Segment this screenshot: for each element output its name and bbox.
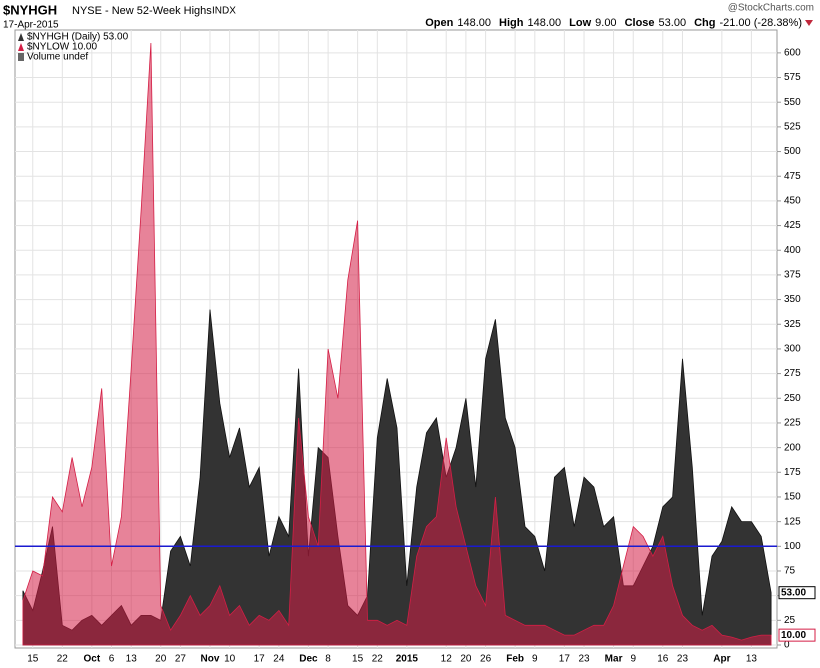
x-tick-label: 17 xyxy=(559,654,571,665)
y-tick-label: 225 xyxy=(784,418,801,429)
y-tick-label: 375 xyxy=(784,270,801,281)
down-arrow xyxy=(805,20,813,26)
x-tick-label: 9 xyxy=(630,654,636,665)
quote-label: Open xyxy=(425,17,453,29)
x-tick-label: Feb xyxy=(506,654,524,665)
x-tick-label: 2015 xyxy=(396,654,419,665)
legend-swatch xyxy=(18,43,24,51)
index-name: NYSE - New 52-Week Highs xyxy=(72,5,212,17)
y-tick-label: 325 xyxy=(784,319,801,330)
y-tick-label: 300 xyxy=(784,344,801,355)
x-tick-label: 23 xyxy=(677,654,689,665)
x-tick-label: 13 xyxy=(126,654,138,665)
plot-frame xyxy=(14,29,778,649)
exchange: INDX xyxy=(212,6,236,17)
last-value-box xyxy=(778,628,816,642)
y-tick-label: 200 xyxy=(784,442,801,453)
legend-label: $NYLOW 10.00 xyxy=(27,42,97,53)
y-tick-label: 25 xyxy=(784,615,796,626)
x-tick-label: 6 xyxy=(109,654,115,665)
x-tick-label: Mar xyxy=(605,654,623,665)
y-tick-label: 475 xyxy=(784,171,801,182)
x-tick-label: Dec xyxy=(299,654,318,665)
quote-value: -21.00 (-28.38%) xyxy=(719,17,802,29)
y-tick-label: 450 xyxy=(784,196,801,207)
area-series xyxy=(22,42,772,646)
y-tick-label: 175 xyxy=(784,467,801,478)
y-tick-label: 275 xyxy=(784,368,801,379)
y-tick-label: 0 xyxy=(784,640,790,651)
x-tick-label: 13 xyxy=(746,654,758,665)
y-tick-label: 550 xyxy=(784,97,801,108)
x-tick-label: Apr xyxy=(713,654,730,665)
source: @StockCharts.com xyxy=(728,3,814,14)
x-tick-label: 20 xyxy=(460,654,472,665)
symbol: $NYHGH xyxy=(3,2,57,17)
y-tick-label: 250 xyxy=(784,393,801,404)
x-tick-label: 22 xyxy=(372,654,384,665)
y-tick-label: 425 xyxy=(784,220,801,231)
y-tick-label: 150 xyxy=(784,492,801,503)
y-tick-label: 350 xyxy=(784,294,801,305)
quote-label: Chg xyxy=(694,17,715,29)
quote-line: Open 148.00 High 148.00 Low 9.00 Close 53.00 Chg… xyxy=(425,17,802,29)
quote-value: 9.00 xyxy=(595,17,616,29)
y-tick-label: 400 xyxy=(784,245,801,256)
legend-swatch xyxy=(18,33,24,41)
legend-swatch xyxy=(18,53,24,61)
chart-date: 17-Apr-2015 xyxy=(3,20,59,31)
legend-label: Volume undef xyxy=(27,52,88,63)
quote-label: Low xyxy=(569,17,591,29)
quote-value: 148.00 xyxy=(527,17,561,29)
y-tick-label: 125 xyxy=(784,516,801,527)
quote-label: High xyxy=(499,17,524,29)
x-tick-label: 17 xyxy=(254,654,266,665)
quote-label: Close xyxy=(625,17,655,29)
y-tick-label: 525 xyxy=(784,122,801,133)
last-value-label: 53.00 xyxy=(781,587,806,598)
y-tick-label: 600 xyxy=(784,48,801,59)
x-tick-label: 22 xyxy=(57,654,69,665)
x-tick-label: 27 xyxy=(175,654,187,665)
x-tick-label: 23 xyxy=(578,654,590,665)
quote-value: 53.00 xyxy=(659,17,687,29)
last-value-box xyxy=(778,586,816,600)
x-tick-label: 12 xyxy=(441,654,453,665)
legend-label: $NYHGH (Daily) 53.00 xyxy=(27,32,129,43)
x-tick-label: 20 xyxy=(155,654,167,665)
x-tick-label: 26 xyxy=(480,654,492,665)
y-tick-label: 575 xyxy=(784,72,801,83)
x-tick-label: 10 xyxy=(224,654,236,665)
y-tick-label: 75 xyxy=(784,566,796,577)
x-tick-label: Nov xyxy=(201,654,220,665)
quote-value: 148.00 xyxy=(457,17,491,29)
y-tick-label: 500 xyxy=(784,146,801,157)
y-tick-label: 100 xyxy=(784,541,801,552)
x-tick-label: 15 xyxy=(352,654,364,665)
x-tick-label: 9 xyxy=(532,654,538,665)
last-value-label: 10.00 xyxy=(781,630,806,641)
x-tick-label: Oct xyxy=(83,654,100,665)
x-tick-label: 15 xyxy=(27,654,39,665)
x-tick-label: 24 xyxy=(273,654,285,665)
x-tick-label: 8 xyxy=(325,654,331,665)
x-tick-label: 16 xyxy=(657,654,669,665)
